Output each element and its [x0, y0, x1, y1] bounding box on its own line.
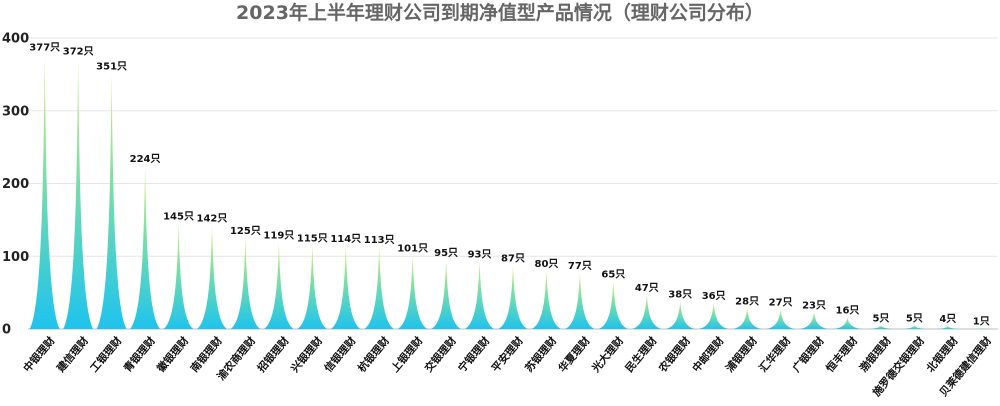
bar [732, 308, 763, 329]
bar [464, 261, 495, 329]
x-tick-label: 民生理财 [623, 334, 660, 375]
bar [130, 166, 161, 329]
bar [966, 328, 997, 329]
data-label: 377只 [29, 42, 60, 54]
x-tick-label: 光大理财 [589, 334, 627, 376]
data-label: 101只 [397, 243, 428, 255]
x-tick-label: 建信理财 [53, 334, 91, 376]
bar [297, 245, 328, 329]
bar [230, 238, 261, 329]
data-label: 224只 [130, 153, 161, 165]
data-label: 65只 [601, 269, 625, 281]
data-label: 93只 [468, 248, 492, 260]
data-label: 113只 [364, 234, 395, 246]
y-tick-label: 200 [2, 177, 29, 192]
x-tick-label: 汇华理财 [756, 334, 793, 375]
x-tick-label: 苏银理财 [522, 334, 559, 375]
data-label: 372只 [63, 45, 94, 57]
bar [765, 309, 796, 329]
bar [631, 294, 662, 329]
data-label: 5只 [906, 312, 923, 324]
data-label: 142只 [197, 213, 228, 225]
x-tick-label: 中银理财 [21, 334, 58, 375]
data-label: 38只 [668, 288, 692, 300]
bar [899, 325, 930, 329]
y-tick-label: 100 [2, 250, 29, 265]
data-label: 5只 [872, 312, 889, 324]
data-label: 87只 [501, 253, 525, 265]
bar [163, 223, 194, 329]
x-tick-label: 恒丰理财 [823, 334, 860, 375]
bar [799, 312, 830, 329]
bars [29, 54, 997, 330]
data-label: 114只 [330, 233, 361, 245]
data-label: 27只 [769, 296, 793, 308]
x-axis-labels: 中银理财建信理财工银理财青银理财徽银理财南银理财渝农商理财招银理财兴银理财信银理… [21, 334, 995, 399]
data-label: 125只 [230, 225, 261, 237]
bar [431, 259, 462, 329]
x-tick-label: 工银理财 [87, 334, 124, 375]
data-label: 1只 [973, 315, 990, 327]
x-tick-label: 宁银理财 [455, 334, 492, 375]
bar [531, 270, 562, 329]
data-label: 47只 [635, 282, 659, 294]
data-label: 95只 [434, 247, 458, 259]
bar [832, 317, 863, 329]
x-tick-label: 青银理财 [121, 334, 158, 375]
bar [564, 272, 595, 329]
chart-title: 2023年上半年理财公司到期净值型产品情况（理财公司分布） [236, 1, 764, 24]
y-axis-labels: 0 100 200 300 400 [2, 32, 29, 338]
data-label: 4只 [939, 313, 956, 325]
data-label: 77只 [568, 260, 592, 272]
x-tick-label: 平安理财 [489, 334, 526, 375]
bar [96, 73, 127, 330]
data-label: 28只 [735, 296, 759, 308]
x-tick-label: 上银理财 [389, 334, 426, 375]
bar [196, 225, 227, 329]
x-tick-label: 兴银理财 [288, 334, 325, 375]
bar [698, 302, 729, 329]
bar [932, 326, 963, 329]
data-label: 115只 [297, 232, 328, 244]
bar [364, 246, 395, 329]
bar [665, 301, 696, 329]
x-tick-label: 交银理财 [422, 334, 459, 375]
bar [263, 242, 294, 329]
x-tick-label: 浦银理财 [723, 334, 760, 375]
x-tick-label: 中邮理财 [690, 334, 727, 375]
y-tick-label: 0 [2, 323, 11, 338]
x-tick-label: 杭银理财 [355, 334, 392, 375]
data-label: 351只 [96, 61, 127, 73]
data-label: 119只 [263, 229, 294, 241]
data-label: 145只 [163, 211, 194, 223]
y-tick-label: 400 [2, 32, 29, 47]
bar [865, 325, 896, 329]
bar [330, 246, 361, 329]
x-tick-label: 徽银理财 [154, 334, 192, 376]
bar [29, 54, 60, 330]
data-label: 36只 [702, 290, 726, 302]
bar [598, 281, 629, 329]
x-tick-label: 华夏理财 [556, 334, 593, 375]
x-tick-label: 信银理财 [322, 334, 359, 375]
bar [397, 255, 428, 329]
data-label: 80只 [534, 258, 558, 270]
x-tick-label: 广银理财 [790, 334, 827, 375]
bar [498, 265, 528, 329]
x-tick-label: 农银理财 [655, 334, 693, 376]
data-label: 16只 [836, 304, 860, 316]
x-tick-label: 招银理财 [255, 334, 292, 375]
y-tick-label: 300 [2, 104, 29, 119]
data-label: 23只 [802, 299, 826, 311]
bar [63, 58, 94, 330]
